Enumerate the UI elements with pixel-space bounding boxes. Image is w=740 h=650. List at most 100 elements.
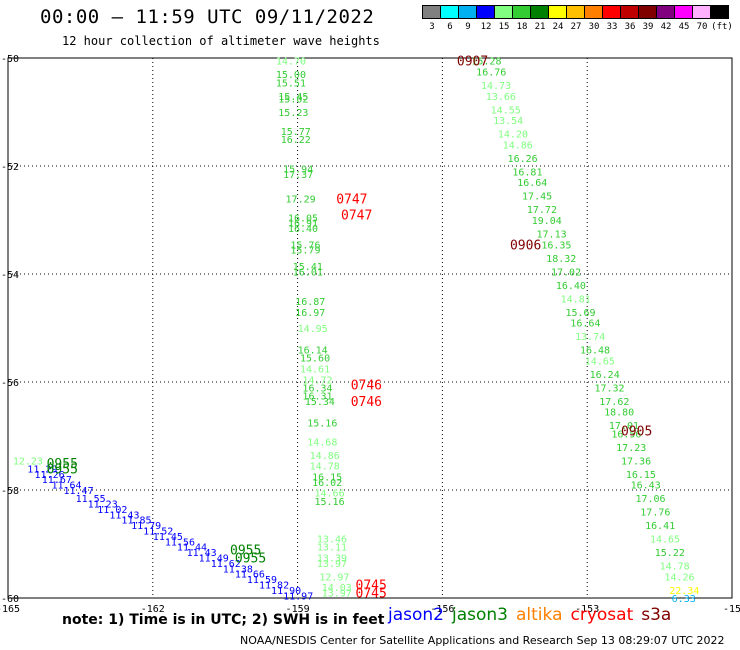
x-tick-label: -153: [575, 604, 599, 615]
wave-height-point: 15.45: [278, 92, 308, 103]
wave-height-point: 15.69: [565, 308, 595, 319]
wave-height-point: 15.23: [278, 108, 308, 119]
wave-height-point: 17.13: [537, 230, 567, 241]
wave-height-point: 17.32: [594, 383, 624, 394]
y-tick-label: -58: [1, 486, 19, 497]
wave-height-point: 11.82: [259, 581, 289, 592]
wave-height-point: 17.62: [599, 397, 629, 408]
wave-height-point: 16.41: [645, 521, 675, 532]
wave-height-point: 17.01: [609, 421, 639, 432]
wave-height-point: 11.56: [165, 537, 195, 548]
wave-height-point: 16.43: [631, 481, 661, 492]
wave-height-point: 12.97: [319, 572, 349, 583]
wave-height-point: 14.26: [664, 572, 694, 583]
wave-height-point: 15.60: [300, 354, 330, 365]
y-tick-label: -54: [1, 270, 19, 281]
wave-height-point: 15.77: [281, 127, 311, 138]
wave-height-point: 18.32: [546, 254, 576, 265]
wave-height-point: 16.87: [295, 297, 325, 308]
wave-height-point: 14.66: [314, 489, 344, 500]
wave-height-point: 17.02: [551, 267, 581, 278]
wave-height-point: 11.90: [271, 586, 301, 597]
wave-height-point: 11.43: [187, 548, 217, 559]
y-tick-label: -56: [1, 378, 19, 389]
credit-line: NOAA/NESDIS Center for Satellite Applica…: [240, 634, 725, 647]
pass-time-label: 0745: [356, 587, 387, 602]
wave-height-point: 16.64: [570, 319, 600, 330]
satellite-legend: jason2 jason3 altika cryosat s3a: [388, 605, 679, 625]
plot-frame: [7, 57, 733, 599]
pass-time-label: 0746: [351, 379, 382, 394]
wave-height-point: 16.48: [580, 346, 610, 357]
y-tick-label: -50: [1, 54, 19, 65]
chart-subtitle: 12 hour collection of altimeter wave hei…: [62, 34, 380, 48]
wave-height-point: 15.34: [305, 397, 335, 408]
scale-label: 12: [480, 22, 492, 32]
wave-height-point: 11.43: [109, 510, 139, 521]
scale-label: 21: [534, 22, 546, 32]
pass-time-label: 0747: [341, 209, 372, 224]
x-tick-label: -159: [286, 604, 310, 615]
wave-height-point: 13.97: [317, 559, 347, 570]
wave-height-point: 19.04: [532, 216, 562, 227]
wave-height-point: 16.24: [590, 370, 620, 381]
scale-label: 33: [606, 22, 618, 32]
wave-height-point: 16.40: [288, 224, 318, 235]
pass-time-label: 0747: [336, 192, 367, 207]
wave-height-point: 16.97: [295, 308, 325, 319]
wave-height-point: 17.36: [621, 456, 651, 467]
x-tick-label: -15: [723, 604, 740, 615]
wave-height-point: 13.97: [322, 589, 352, 600]
wave-height-point: 16.34: [302, 383, 332, 394]
wave-height-point: 11.38: [223, 564, 253, 575]
scale-label: 30: [588, 22, 600, 32]
wave-height-point: 14.68: [307, 437, 337, 448]
wave-height-point: 16.15: [312, 473, 342, 484]
wave-height-point: 11.29: [27, 464, 57, 475]
wave-height-point: 14.65: [650, 535, 680, 546]
scale-swatch: [710, 5, 729, 19]
wave-height-point: 11.59: [247, 575, 277, 586]
scale-label: 9: [465, 22, 471, 32]
wave-height-point: 14.03: [322, 583, 352, 594]
pass-time-label: 0955: [47, 462, 78, 477]
wave-height-point: 11.55: [76, 494, 106, 505]
wave-height-point: 16.01: [293, 267, 323, 278]
wave-height-point: 14.86: [310, 451, 340, 462]
wave-height-point: 14.86: [503, 140, 533, 151]
wave-height-point: 13.54: [493, 116, 523, 127]
wave-height-point: 12.23: [13, 456, 43, 467]
wave-height-point: 13.66: [486, 92, 516, 103]
wave-height-point: 14.55: [491, 105, 521, 116]
scale-label: 45: [678, 22, 690, 32]
wave-height-point: 18.80: [604, 408, 634, 419]
footnote-note: note: 1) Time is in UTC; 2) SWH is in fe…: [62, 612, 385, 628]
wave-height-point: 17.72: [527, 205, 557, 216]
wave-height-point: 11.49: [199, 554, 229, 565]
pass-time-label: 0906: [510, 238, 541, 253]
x-tick-label: -165: [0, 604, 20, 615]
wave-height-point: 11.64: [51, 481, 81, 492]
wave-height-point: 14.73: [481, 81, 511, 92]
wave-height-point: 15.16: [314, 497, 344, 508]
satellite-legend-item: jason3: [452, 605, 508, 625]
wave-height-point: 11.62: [211, 559, 241, 570]
scale-label: 36: [624, 22, 636, 32]
scale-label: 27: [570, 22, 582, 32]
wave-height-point: 16.26: [508, 154, 538, 165]
wave-height-point: 15.02: [278, 95, 308, 106]
pass-time-label: 0955: [47, 457, 78, 472]
x-tick-label: -156: [430, 604, 454, 615]
wave-height-point: 11.79: [131, 521, 161, 532]
pass-time-label: 0745: [356, 579, 387, 594]
wave-height-point: 15.51: [276, 78, 306, 89]
wave-height-point: 17.45: [522, 192, 552, 203]
y-tick-label: -60: [1, 594, 19, 605]
wave-height-point: 11.44: [177, 543, 207, 554]
wave-height-point: 17.29: [286, 194, 316, 205]
wave-height-point: 13.39: [317, 554, 347, 565]
wave-height-point: 14.61: [300, 365, 330, 376]
wave-height-point: 6.33: [672, 594, 696, 605]
scale-label: 6: [447, 22, 453, 32]
wave-height-point: 15.41: [293, 262, 323, 273]
